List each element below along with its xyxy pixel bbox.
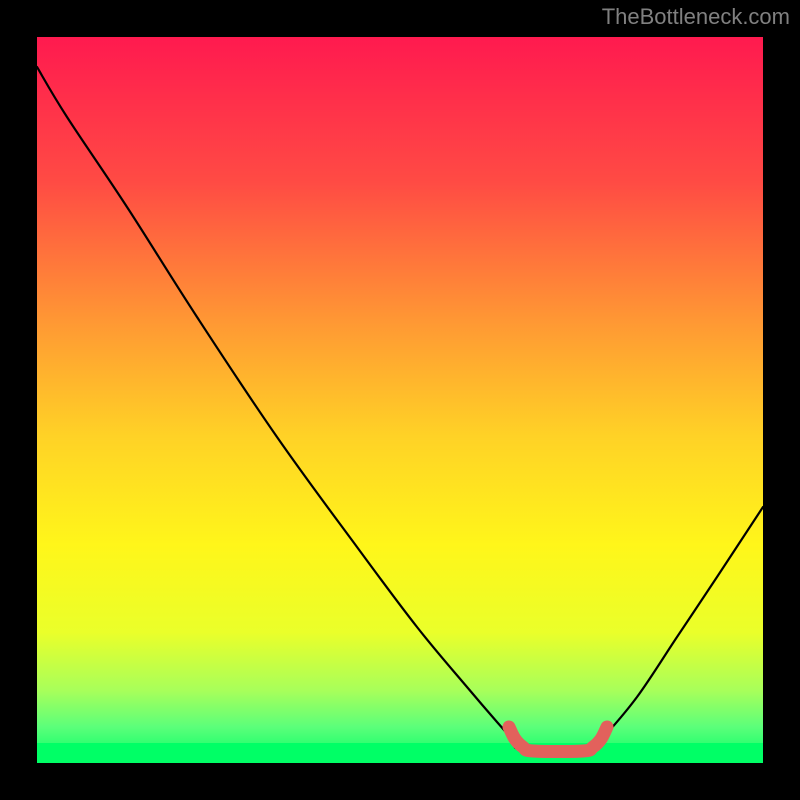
attribution-text: TheBottleneck.com <box>602 4 790 30</box>
bottleneck-curve <box>37 67 763 750</box>
optimal-range-highlight <box>509 727 607 752</box>
plot-area <box>37 37 763 763</box>
curve-layer <box>37 37 763 763</box>
chart-frame: TheBottleneck.com <box>0 0 800 800</box>
